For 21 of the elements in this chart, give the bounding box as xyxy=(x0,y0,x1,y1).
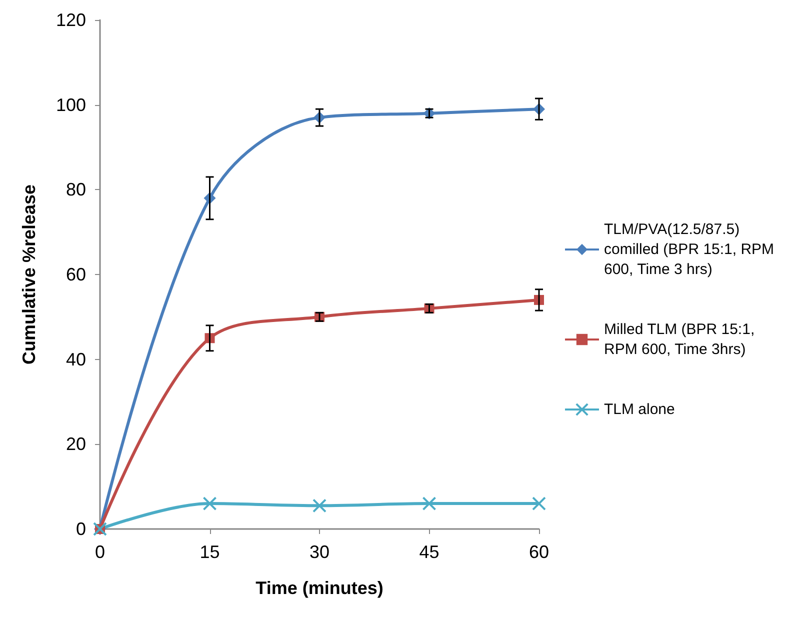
legend-label: TLM alone xyxy=(604,401,675,418)
point xyxy=(312,498,326,513)
y-tick-label: 100 xyxy=(56,94,86,115)
x-axis-title: Time (minutes) xyxy=(256,578,384,598)
x-tick-label: 0 xyxy=(94,542,106,562)
legend-label: TLM/PVA(12.5/87.5) comilled (BPR 15:1, RPM 600, Time 3 hrs) xyxy=(604,221,778,278)
y-axis-title: Cumulative %release xyxy=(19,184,39,365)
point xyxy=(422,496,436,511)
x-tick-label: 60 xyxy=(528,542,550,562)
x-tick-label: 45 xyxy=(419,542,440,562)
point xyxy=(532,496,546,511)
y-tick-label: 80 xyxy=(66,180,86,200)
point xyxy=(202,496,217,511)
y-tick-label: 120 xyxy=(56,10,86,30)
y-tick-label: 40 xyxy=(66,349,86,370)
legend-label: Milled TLM (BPR 15:1, RPM 600, Time 3hrs) xyxy=(604,321,759,358)
y-tick-label: 0 xyxy=(76,519,86,539)
x-tick-label: 15 xyxy=(200,542,220,562)
y-tick-label: 60 xyxy=(66,264,86,284)
y-tick-label: 20 xyxy=(66,434,86,454)
x-tick-label: 30 xyxy=(309,542,330,562)
